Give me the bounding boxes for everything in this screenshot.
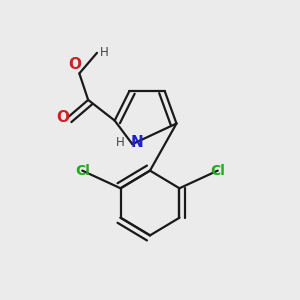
Text: O: O [68,57,81,72]
Text: N: N [131,135,144,150]
Text: H: H [100,46,109,59]
Text: Cl: Cl [210,164,225,178]
Text: H: H [116,136,125,149]
Text: O: O [56,110,69,125]
Text: Cl: Cl [75,164,90,178]
